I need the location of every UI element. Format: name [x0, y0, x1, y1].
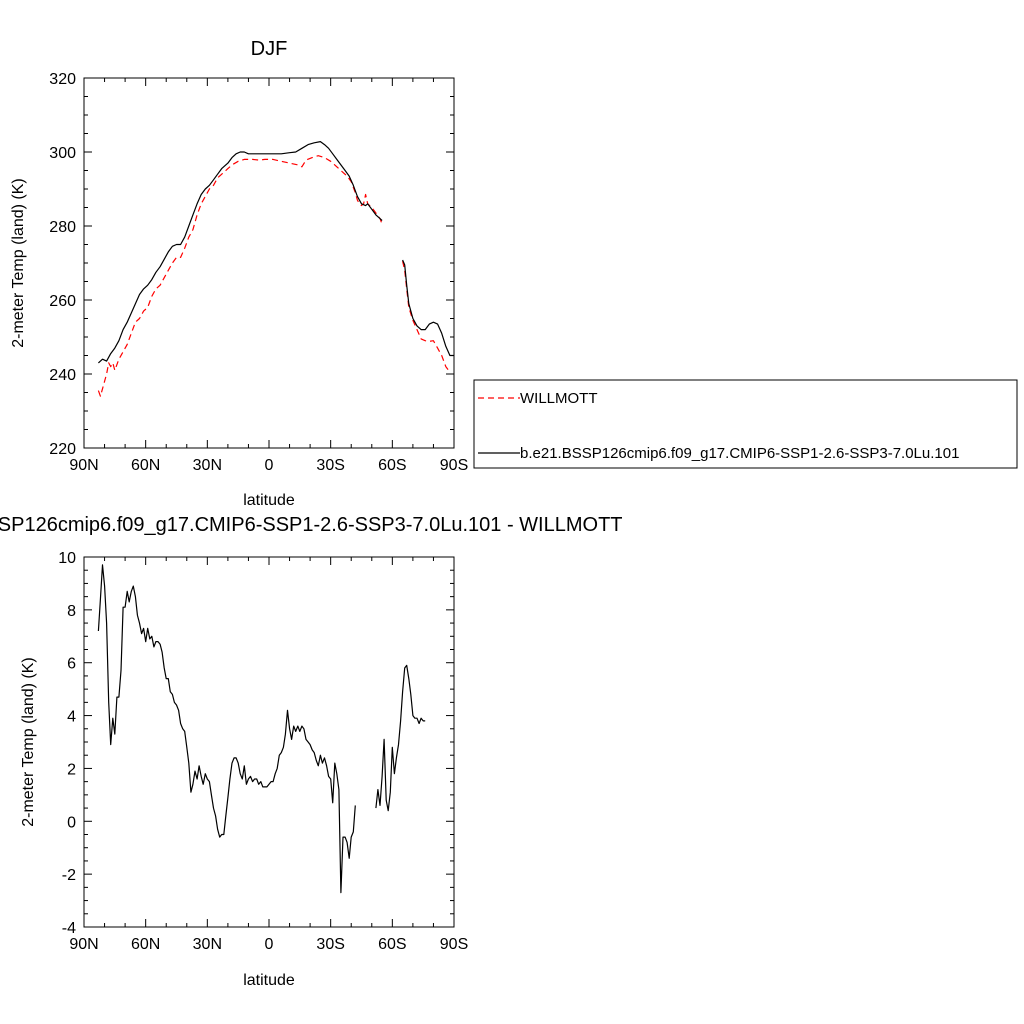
axis-ticks: 90N 60N 30N 0 30S 60S 90S 220 240 260 280 300 320: [49, 71, 468, 474]
difference-x-axis-title: latitude: [243, 972, 295, 989]
series-line-0: [97, 155, 383, 397]
x-tick-label: 90N: [69, 936, 98, 953]
y-tick-label: 320: [49, 71, 76, 88]
series-line-0: [375, 664, 426, 812]
x-tick-label: 90S: [440, 457, 468, 474]
difference-panel: b.e21.BSSP126cmip6.f09_g17.CMIP6-SSP1-2.…: [0, 514, 623, 989]
x-tick-label: 30S: [316, 457, 344, 474]
x-tick-label: 90S: [440, 936, 468, 953]
y-tick-label: 8: [67, 603, 76, 620]
x-tick-label: 30N: [193, 457, 222, 474]
series-line-0: [402, 260, 451, 373]
x-tick-label: 30S: [316, 936, 344, 953]
legend: WILLMOTT b.e21.BSSP126cmip6.f09_g17.CMIP…: [473, 379, 1018, 469]
y-tick-label: 300: [49, 145, 76, 162]
difference-axis-ticks: 90N 60N 30N 0 30S 60S 90S -4 -2 0 2 4 6 8 10: [58, 550, 468, 953]
plot-title: DJF: [251, 38, 288, 60]
x-tick-label: 90N: [69, 457, 98, 474]
temperature-panel: DJF latitude 2-meter Temp (land) (K) 90N…: [10, 38, 468, 509]
series-line-1: [402, 259, 454, 357]
difference-y-axis-title: 2-meter Temp (land) (K): [20, 657, 37, 827]
x-tick-label: 30N: [193, 936, 222, 953]
y-tick-label: 10: [58, 550, 76, 567]
x-tick-label: 0: [265, 936, 274, 953]
y-tick-label: 260: [49, 293, 76, 310]
series-line-1: [97, 141, 383, 364]
y-tick-label: -4: [62, 920, 76, 937]
legend-box: [473, 379, 1018, 469]
y-tick-label: 280: [49, 219, 76, 236]
y-tick-label: 2: [67, 761, 76, 778]
y-tick-label: 6: [67, 656, 76, 673]
plot-frame: [83, 77, 455, 449]
x-tick-label: 0: [265, 457, 274, 474]
difference-plot-title: b.e21.BSSP126cmip6.f09_g17.CMIP6-SSP1-2.…: [0, 514, 623, 536]
difference-series-lines: [97, 564, 426, 894]
x-tick-label: 60N: [131, 936, 160, 953]
x-tick-label: 60S: [378, 936, 406, 953]
y-tick-label: 240: [49, 367, 76, 384]
x-axis-title: latitude: [243, 492, 295, 509]
series-line-0: [97, 564, 356, 894]
y-tick-label: -2: [62, 867, 76, 884]
series-lines: [97, 141, 454, 397]
y-tick-label: 0: [67, 814, 76, 831]
x-tick-label: 60N: [131, 457, 160, 474]
legend-label-model: b.e21.BSSP126cmip6.f09_g17.CMIP6-SSP1-2.…: [520, 445, 959, 462]
legend-label-willmott: WILLMOTT: [520, 390, 598, 407]
y-tick-label: 4: [67, 709, 76, 726]
y-tick-label: 220: [49, 441, 76, 458]
x-tick-label: 60S: [378, 457, 406, 474]
y-axis-title: 2-meter Temp (land) (K): [10, 178, 27, 348]
